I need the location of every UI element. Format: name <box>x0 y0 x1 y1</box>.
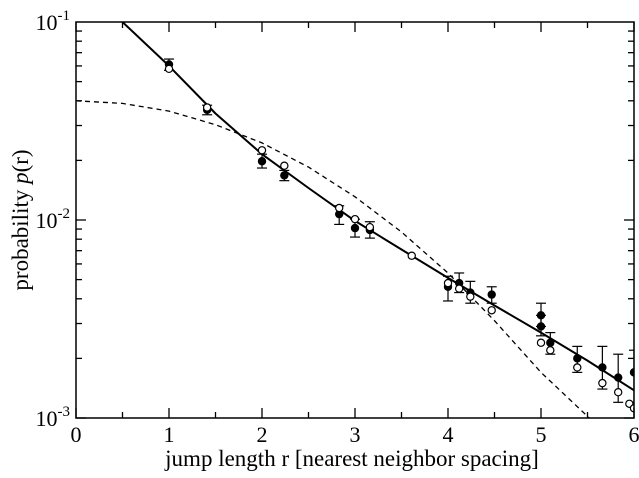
open-data-point <box>466 292 475 301</box>
filled-data-point <box>487 290 496 299</box>
open-data-point <box>280 161 289 170</box>
x-tick-label: 2 <box>257 422 268 447</box>
filled-data-point <box>546 338 555 347</box>
data-markers <box>164 58 634 413</box>
tick-labels: 0 1 2 3 4 5 610-310-210-1 <box>36 8 639 447</box>
open-data-point <box>487 306 496 315</box>
open-data-point <box>334 203 344 213</box>
open-data-point <box>202 103 212 112</box>
open-data-point <box>164 64 174 74</box>
filled-data-point <box>629 368 634 377</box>
open-data-point <box>629 404 634 413</box>
x-tick-label: 3 <box>350 422 361 447</box>
y-axis-title: probability p(r) <box>8 149 33 290</box>
x-tick-label: 4 <box>443 422 454 447</box>
x-tick-label: 6 <box>629 422 639 447</box>
filled-data-point <box>613 373 623 382</box>
y-tick-label-base: 10 <box>36 10 58 35</box>
y-tick-label-base: 10 <box>36 208 58 233</box>
open-data-point <box>536 338 546 347</box>
x-tick-label: 1 <box>164 422 175 447</box>
filled-data-point <box>350 223 360 233</box>
y-tick-label-exponent: -3 <box>58 404 71 420</box>
y-tick-label-exponent: -2 <box>58 206 71 222</box>
x-axis-title: jump length r [nearest neighbor spacing] <box>164 446 539 471</box>
filled-data-point <box>257 157 267 166</box>
y-tick-label-base: 10 <box>36 406 58 431</box>
y-tick-label: 10-1 <box>36 8 71 35</box>
open-data-point <box>443 278 453 288</box>
open-data-point <box>573 363 582 372</box>
solid-fit-curve <box>121 22 634 392</box>
y-tick-label: 10-3 <box>36 404 71 431</box>
x-tick-label: 0 <box>71 422 82 447</box>
filled-data-point <box>598 363 607 372</box>
open-data-point <box>350 214 360 224</box>
open-data-point <box>407 251 416 260</box>
filled-data-point <box>280 171 289 180</box>
y-tick-label: 10-2 <box>36 206 71 233</box>
axes <box>75 21 635 419</box>
filled-data-point <box>536 322 546 331</box>
open-data-point <box>257 146 267 155</box>
open-data-point <box>365 222 375 232</box>
filled-data-point <box>573 354 582 363</box>
open-data-point <box>613 387 623 397</box>
dashed-fit-curve <box>76 100 591 418</box>
y-tick-label-exponent: -1 <box>58 8 71 24</box>
x-tick-label: 5 <box>536 422 547 447</box>
open-data-point <box>454 284 464 293</box>
open-data-point <box>598 378 607 388</box>
open-data-point <box>546 346 555 355</box>
